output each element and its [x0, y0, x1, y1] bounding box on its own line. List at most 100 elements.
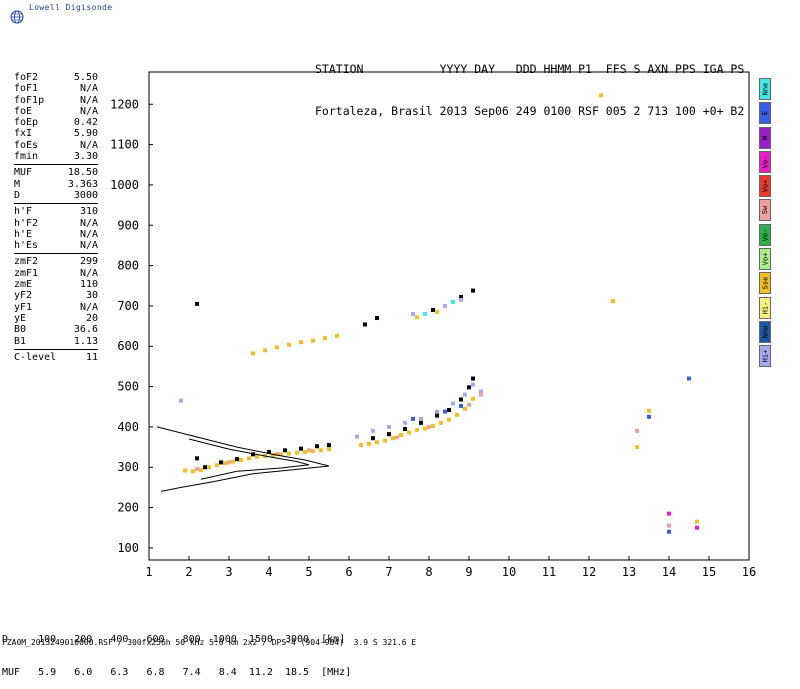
y-tick-label: 900: [117, 218, 139, 232]
param-separator: [14, 203, 98, 205]
x-tick-label: 12: [582, 565, 596, 579]
echo-point: [435, 413, 439, 418]
echo-point: [251, 452, 255, 457]
param-label: B1: [14, 335, 27, 347]
header-line-2: Fortaleza, Brasil 2013 Sep06 249 0100 RS…: [315, 104, 745, 118]
param-value: 5.50: [73, 72, 98, 83]
param-label: foEp: [14, 117, 39, 129]
echo-point: [439, 420, 443, 425]
echo-point: [299, 446, 303, 451]
legend-label: Sse: [761, 277, 769, 290]
echo-point: [355, 434, 359, 439]
param-value: 310: [79, 206, 98, 218]
x-tick-label: 5: [305, 565, 312, 579]
param-label: foE: [14, 105, 33, 117]
echo-point: [423, 311, 427, 316]
echo-point: [459, 297, 463, 302]
echo-point: [203, 465, 207, 470]
param-label: D: [14, 189, 21, 201]
echo-point: [647, 414, 651, 419]
x-tick-label: 4: [265, 565, 272, 579]
legend-label: W: [761, 135, 769, 140]
param-row: fxI 5.90: [14, 128, 98, 139]
echo-point: [195, 466, 199, 471]
param-row: foF1 N/A: [14, 83, 98, 94]
echo-point: [411, 311, 415, 316]
y-tick-label: 1000: [110, 178, 139, 192]
x-tick-label: 7: [385, 565, 392, 579]
param-value: N/A: [79, 267, 98, 279]
echo-point: [275, 451, 279, 456]
legend-swatch: Vo-: [759, 150, 771, 173]
legend-swatch: Vo+: [759, 248, 771, 271]
echo-point: [267, 449, 271, 454]
scaled-parameters-panel: foF2 5.50 foF1 N/A foF1p N/A foE N/A foEp 0.42 fxI…: [14, 72, 98, 363]
y-tick-label: 700: [117, 299, 139, 313]
echo-point: [443, 409, 447, 414]
param-label: fmin: [14, 151, 39, 163]
echo-point: [219, 460, 223, 465]
echo-point: [459, 397, 463, 402]
param-row: B0 36.6: [14, 324, 98, 335]
param-label: foF1: [14, 83, 39, 95]
param-value: N/A: [79, 94, 98, 106]
echo-point: [383, 438, 387, 443]
param-row: D 3000: [14, 190, 98, 201]
legend-label: Vo-: [761, 228, 769, 242]
y-tick-label: 600: [117, 339, 139, 353]
distance-row: D 100 200 400 600 800 1000 1500 3000 [km…: [2, 634, 346, 645]
echo-point: [279, 452, 283, 457]
legend-swatch: W: [759, 126, 771, 149]
legend-label: Vo+: [761, 252, 769, 266]
echo-point: [251, 351, 255, 356]
param-value: 11: [85, 351, 98, 363]
echo-point: [371, 428, 375, 433]
param-value: 3.363: [67, 178, 98, 190]
echo-point: [319, 448, 323, 453]
echo-point: [275, 345, 279, 350]
param-row: h'F2 N/A: [14, 218, 98, 229]
echo-point: [427, 424, 431, 429]
x-tick-label: 14: [662, 565, 676, 579]
echo-point: [239, 457, 243, 462]
echo-point: [199, 468, 203, 473]
y-tick-label: 800: [117, 259, 139, 273]
param-value: N/A: [79, 139, 98, 151]
param-label: h'F2: [14, 217, 39, 229]
param-label: B0: [14, 324, 27, 336]
profile-curve: [188, 438, 310, 480]
param-label: h'F: [14, 206, 33, 218]
param-row: zmF1 N/A: [14, 268, 98, 279]
echo-point: [611, 299, 615, 304]
echo-point: [227, 460, 231, 465]
echo-point: [431, 307, 435, 312]
echo-point: [635, 428, 639, 433]
y-tick-label: 1200: [110, 97, 139, 111]
echo-point: [231, 459, 235, 464]
param-value: 18.50: [67, 167, 98, 179]
y-tick-label: 1100: [110, 138, 139, 152]
param-value: N/A: [79, 105, 98, 117]
echo-point: [375, 440, 379, 445]
logo: Lowell Digisonde: [6, 2, 206, 26]
param-label: foF1p: [14, 94, 45, 106]
param-row: zmE 110: [14, 279, 98, 290]
plot-frame: [148, 71, 750, 561]
y-tick-label: 400: [117, 420, 139, 434]
echo-point: [435, 309, 439, 314]
x-tick-label: 9: [465, 565, 472, 579]
param-row: yF2 30: [14, 290, 98, 301]
param-value: 299: [79, 256, 98, 268]
x-tick-label: 6: [345, 565, 352, 579]
x-tick-label: 2: [185, 565, 192, 579]
echo-point: [479, 392, 483, 397]
param-value: N/A: [79, 83, 98, 95]
echo-point: [443, 303, 447, 308]
echo-point: [311, 449, 315, 454]
param-row: MUF 18.50: [14, 167, 98, 178]
echo-point: [403, 426, 407, 431]
echo-point: [179, 398, 183, 403]
echo-point: [191, 469, 195, 474]
param-label: zmE: [14, 279, 33, 291]
logo-text: Lowell Digisonde: [29, 3, 113, 12]
